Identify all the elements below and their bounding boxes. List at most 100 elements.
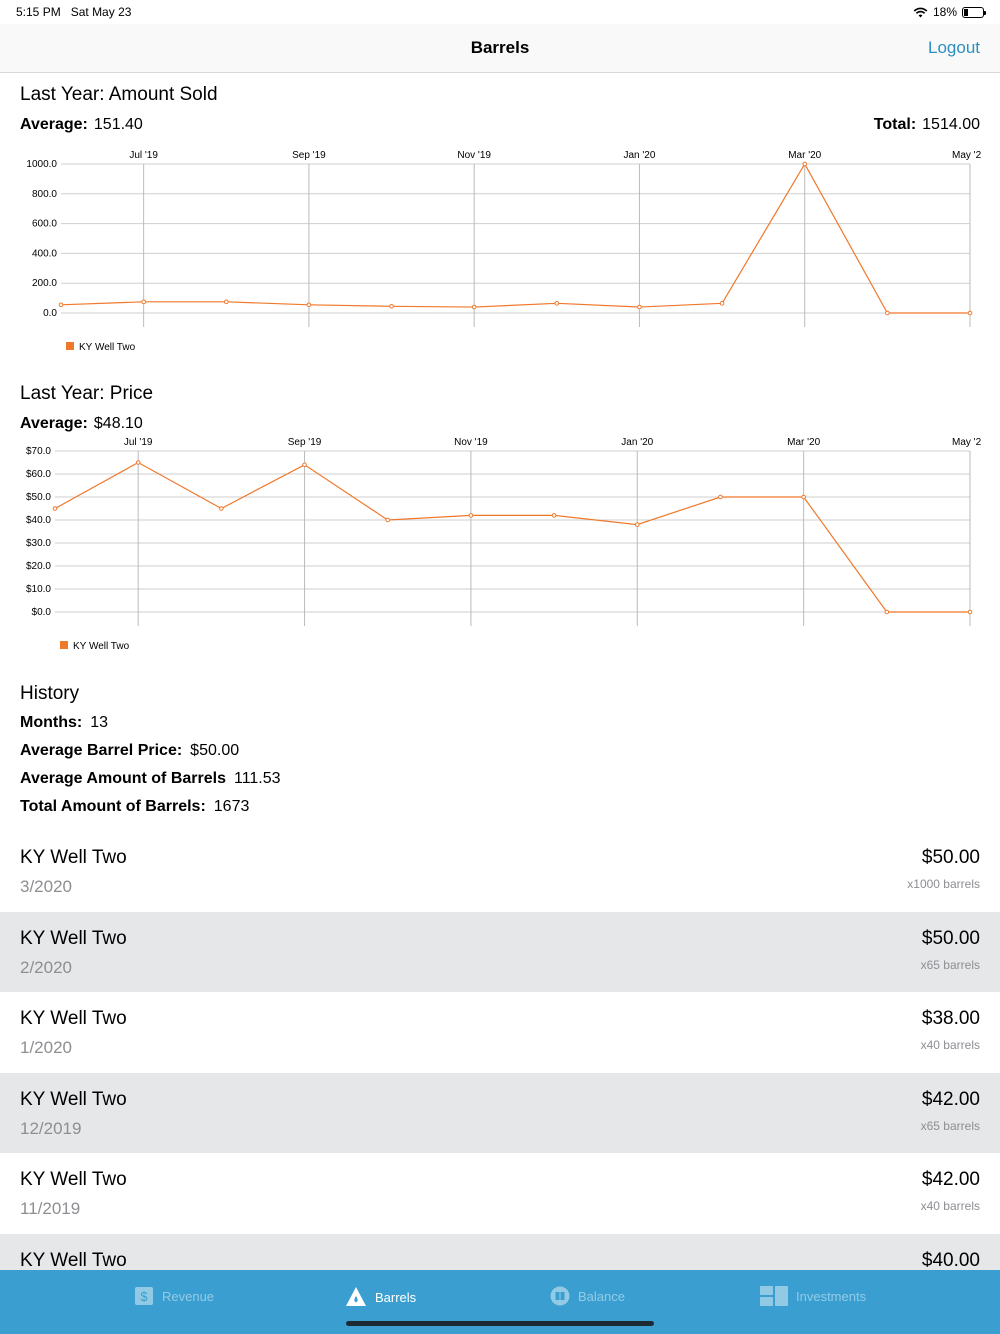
x-tick-label: Mar '20 [788, 150, 821, 161]
row-price: $50.00 [921, 927, 980, 949]
svg-text:$: $ [140, 1289, 148, 1304]
data-point [141, 299, 146, 305]
x-tick-label: Mar '20 [787, 437, 820, 448]
data-point [52, 506, 58, 511]
tab-balance-label: Balance [578, 1288, 625, 1304]
row-name: KY Well Two [20, 1088, 127, 1110]
y-tick-label: $40.0 [26, 515, 51, 526]
list-item[interactable]: KY Well Two 11/2019 $42.00 x40 barrels [0, 1153, 1000, 1234]
row-name: KY Well Two [20, 847, 127, 868]
price-chart: $0.0 $10.0 $20.0 $30.0 $40.0 $50.0 $60.0 $70.0 J… [0, 431, 1000, 661]
page-title: Barrels [470, 38, 530, 57]
row-quantity: x65 barrels [920, 957, 980, 972]
row-price: $40.00 [921, 1249, 980, 1271]
data-point [135, 460, 141, 465]
y-tick-label: $0.0 [32, 607, 52, 618]
data-point [884, 609, 890, 615]
history-title: History [20, 683, 80, 704]
history-months: Months: 13 [20, 714, 108, 731]
amount-sold-chart: 0.0 200.0 400.0 600.0 800.0 1000.0 Jul '19 Sep … [0, 132, 1000, 362]
row-name: KY Well Two [20, 1169, 127, 1190]
list-item[interactable]: KY Well Two 3/2020 $50.00 x1000 barrels [0, 831, 1000, 912]
row-name: KY Well Two [20, 1249, 127, 1271]
x-tick-label: May '2 [952, 150, 982, 161]
data-point [554, 301, 560, 306]
logout-button[interactable]: Logout [928, 38, 980, 57]
data-point [802, 161, 808, 167]
battery-icon [962, 6, 986, 18]
amount-average: Average: 151.40 [20, 116, 143, 133]
data-point [967, 310, 973, 316]
x-tick-label: Jul '19 [124, 437, 153, 448]
legend-label: KY Well Two [73, 641, 130, 652]
row-name: KY Well Two [20, 1008, 127, 1029]
data-point [58, 302, 64, 308]
y-tick-label: $20.0 [26, 561, 51, 572]
barrel-list: KY Well Two 3/2020 $50.00 x1000 barrels … [0, 831, 1000, 1314]
amount-sold-title: Last Year: Amount Sold [20, 84, 218, 105]
status-time: 5:15 PM Sat May 23 [16, 5, 132, 19]
row-date: 2/2020 [20, 957, 72, 977]
status-right: 18% [913, 5, 986, 19]
x-tick-label: Sep '19 [292, 150, 326, 161]
y-tick-label: 1000.0 [26, 159, 57, 170]
legend-swatch [60, 641, 68, 649]
home-indicator [346, 1321, 654, 1326]
x-tick-label: Nov '19 [454, 437, 488, 448]
x-tick-label: Jan '20 [623, 150, 655, 161]
data-point [219, 506, 224, 511]
data-point [551, 513, 557, 518]
tab-barrels-label: Barrels [375, 1289, 417, 1305]
amount-total: Total: 1514.00 [873, 116, 980, 133]
battery-percent: 18% [932, 5, 957, 19]
price-average: Average: $48.10 [20, 415, 143, 432]
data-point [306, 302, 312, 308]
y-tick-label: $60.0 [26, 469, 51, 480]
tab-investments[interactable]: Investments [760, 1286, 866, 1306]
row-name: KY Well Two [20, 927, 127, 949]
dollar-icon: $ [135, 1287, 153, 1305]
row-date: 3/2020 [20, 877, 72, 896]
data-point [223, 299, 229, 305]
data-point [468, 513, 474, 518]
tab-balance[interactable]: Balance [550, 1286, 625, 1306]
y-tick-label: $70.0 [26, 446, 51, 457]
navigation-bar: Barrels Logout [0, 24, 1000, 73]
data-point [389, 303, 394, 309]
history-avg-amount: Average Amount of Barrels 111.53 [20, 770, 281, 787]
row-quantity: x40 barrels [920, 1038, 980, 1052]
list-item[interactable]: KY Well Two 2/2020 $50.00 x65 barrels [0, 911, 1000, 992]
row-price: $42.00 [921, 1088, 980, 1110]
data-point [801, 494, 806, 500]
status-bar: 5:15 PM Sat May 23 18% [0, 0, 1000, 24]
data-point [637, 304, 642, 310]
x-tick-label: Jul '19 [129, 150, 158, 161]
y-tick-label: $50.0 [26, 492, 51, 503]
data-point [718, 494, 723, 500]
data-point [471, 304, 477, 310]
row-date: 12/2019 [20, 1118, 82, 1138]
data-point [719, 301, 725, 306]
tab-revenue-label: Revenue [162, 1288, 215, 1304]
tab-revenue[interactable]: $ Revenue [134, 1286, 214, 1306]
y-tick-label: 200.0 [32, 278, 57, 289]
wifi-icon [913, 7, 928, 17]
y-tick-label: 0.0 [43, 308, 57, 319]
list-item[interactable]: KY Well Two 12/2019 $42.00 x65 barrels [0, 1072, 1000, 1153]
y-tick-label: 600.0 [32, 219, 57, 230]
list-item[interactable]: KY Well Two 1/2020 $38.00 x40 barrels [0, 992, 1000, 1073]
y-tick-label: 800.0 [32, 189, 57, 200]
x-tick-label: Jan '20 [621, 437, 653, 448]
data-point [634, 522, 640, 527]
data-point [885, 310, 890, 316]
tab-barrels[interactable]: Barrels [345, 1286, 416, 1308]
series-line [54, 461, 970, 613]
row-quantity: x1000 barrels [907, 877, 980, 891]
row-price: $42.00 [921, 1169, 980, 1190]
x-tick-label: Nov '19 [457, 150, 491, 161]
y-tick-label: 400.0 [32, 248, 57, 259]
dashboard-icon [760, 1286, 788, 1306]
x-tick-label: May '2 [952, 437, 982, 448]
row-price: $50.00 [921, 847, 980, 868]
legend-label: KY Well Two [79, 342, 136, 353]
